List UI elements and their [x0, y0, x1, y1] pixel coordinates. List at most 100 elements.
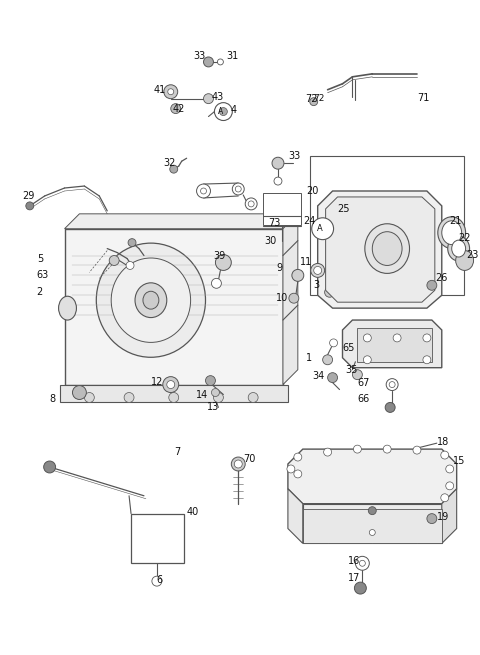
Circle shape: [393, 334, 401, 342]
Circle shape: [201, 188, 206, 194]
Polygon shape: [288, 489, 303, 544]
Circle shape: [369, 529, 375, 536]
Circle shape: [360, 560, 365, 567]
Circle shape: [363, 334, 372, 342]
Circle shape: [352, 369, 362, 380]
Bar: [303, 509, 442, 544]
Circle shape: [312, 218, 334, 240]
Text: 16: 16: [348, 556, 360, 567]
Text: 35: 35: [346, 365, 358, 375]
Text: 33: 33: [193, 51, 206, 61]
Ellipse shape: [111, 258, 191, 343]
Circle shape: [314, 267, 322, 274]
Circle shape: [423, 356, 431, 364]
Circle shape: [205, 376, 216, 386]
Circle shape: [212, 278, 221, 288]
Circle shape: [216, 255, 231, 271]
Circle shape: [328, 373, 337, 383]
Ellipse shape: [59, 296, 76, 320]
Text: 67: 67: [358, 377, 370, 388]
Bar: [310, 157, 464, 295]
Text: 33: 33: [288, 151, 300, 161]
Circle shape: [219, 107, 228, 115]
Text: 2: 2: [37, 288, 43, 297]
Text: 11: 11: [300, 257, 312, 267]
Text: 9: 9: [276, 263, 282, 273]
Ellipse shape: [438, 217, 466, 249]
Ellipse shape: [452, 240, 466, 257]
Circle shape: [171, 103, 180, 113]
Circle shape: [324, 288, 335, 297]
Ellipse shape: [448, 236, 469, 261]
Circle shape: [128, 238, 136, 246]
Bar: [263, 193, 301, 225]
Text: 6: 6: [157, 575, 163, 585]
Text: 34: 34: [312, 371, 325, 381]
Circle shape: [354, 582, 366, 594]
Circle shape: [152, 576, 162, 586]
Circle shape: [427, 280, 437, 290]
Circle shape: [386, 379, 398, 390]
Circle shape: [248, 201, 254, 207]
Circle shape: [214, 392, 223, 402]
Circle shape: [368, 507, 376, 515]
Circle shape: [204, 57, 214, 67]
Text: 15: 15: [453, 456, 465, 466]
Polygon shape: [283, 214, 298, 384]
Text: 40: 40: [187, 507, 199, 517]
Text: 43: 43: [212, 92, 224, 102]
Ellipse shape: [96, 243, 205, 357]
Polygon shape: [318, 191, 442, 308]
Polygon shape: [442, 489, 456, 544]
Circle shape: [446, 482, 454, 490]
Circle shape: [441, 451, 449, 459]
Circle shape: [389, 382, 395, 388]
Text: 65: 65: [343, 343, 355, 353]
Text: 1: 1: [306, 353, 312, 363]
Text: 19: 19: [437, 512, 449, 521]
Circle shape: [164, 84, 178, 99]
Circle shape: [169, 392, 179, 402]
Text: 23: 23: [467, 250, 479, 259]
Circle shape: [413, 446, 421, 454]
Polygon shape: [64, 229, 283, 384]
Circle shape: [163, 377, 179, 392]
Polygon shape: [303, 504, 442, 544]
Text: 71: 71: [417, 92, 429, 103]
Circle shape: [294, 453, 302, 461]
Text: 14: 14: [195, 390, 208, 400]
Circle shape: [234, 460, 242, 468]
Circle shape: [383, 445, 391, 453]
Text: 39: 39: [214, 250, 226, 261]
Text: 4: 4: [230, 105, 237, 115]
Text: 24: 24: [303, 215, 315, 226]
Text: 31: 31: [227, 51, 239, 61]
Text: A: A: [218, 107, 223, 116]
Circle shape: [212, 388, 219, 396]
Ellipse shape: [365, 224, 409, 273]
Circle shape: [310, 98, 318, 105]
Circle shape: [215, 103, 232, 121]
Text: 10: 10: [276, 293, 288, 303]
Circle shape: [170, 165, 178, 173]
Text: A: A: [317, 224, 323, 233]
Circle shape: [109, 255, 119, 265]
Circle shape: [72, 386, 86, 400]
Text: 12: 12: [151, 377, 163, 386]
Ellipse shape: [442, 221, 462, 244]
Ellipse shape: [135, 283, 167, 318]
Circle shape: [311, 263, 324, 277]
Circle shape: [289, 293, 299, 303]
Polygon shape: [131, 514, 184, 563]
Text: 29: 29: [22, 191, 34, 201]
Text: 72: 72: [314, 94, 325, 103]
Text: 21: 21: [450, 215, 462, 226]
Circle shape: [124, 392, 134, 402]
Circle shape: [446, 465, 454, 473]
Circle shape: [217, 59, 223, 65]
Text: 5: 5: [37, 253, 43, 263]
Text: 13: 13: [206, 402, 219, 413]
Circle shape: [287, 465, 295, 473]
Text: 73: 73: [268, 217, 280, 228]
Text: 3: 3: [314, 280, 320, 290]
